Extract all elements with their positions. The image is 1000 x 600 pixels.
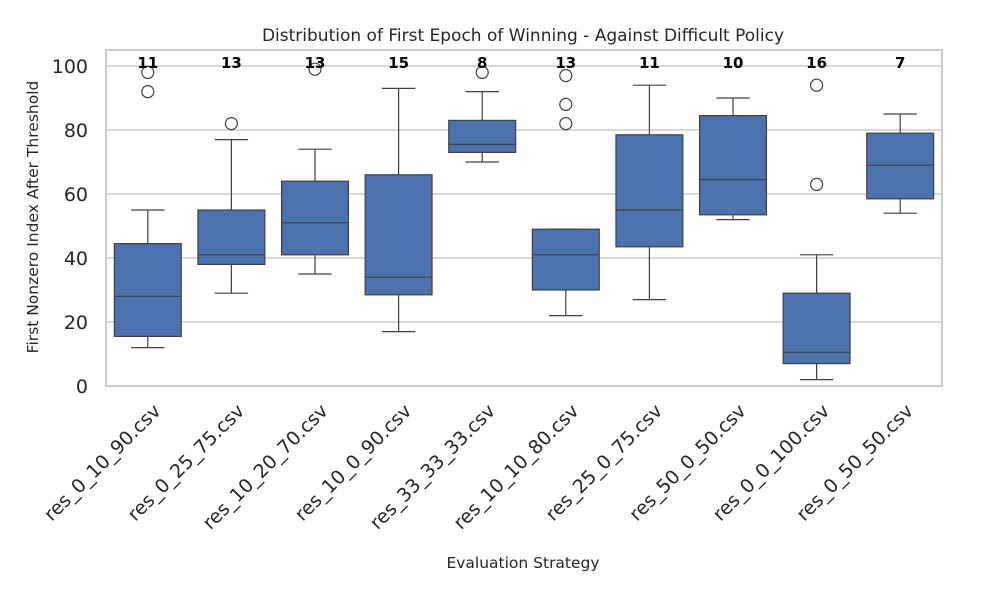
box-body: [615, 134, 684, 248]
box-group: [531, 68, 600, 317]
count-label: 15: [388, 54, 409, 72]
box-body: [280, 180, 350, 256]
box-body: [698, 114, 768, 216]
y-tick-label: 20: [64, 312, 88, 334]
y-tick-label: 60: [64, 184, 88, 206]
count-label: 13: [555, 54, 576, 72]
count-label: 7: [895, 54, 905, 72]
box-group: [280, 62, 350, 275]
box-series: [113, 62, 935, 381]
box-body: [364, 174, 433, 296]
box-group: [197, 116, 266, 294]
count-labels: 11 13 13 15 8 13 11 10 16 7: [137, 54, 905, 72]
x-axis-label: Evaluation Strategy: [446, 554, 599, 572]
count-label: 13: [221, 54, 242, 72]
outlier-point: [475, 65, 489, 80]
y-tick-label: 40: [64, 248, 88, 270]
count-label: 16: [806, 54, 827, 72]
box-body: [113, 243, 182, 338]
y-axis-ticks: 0 20 40 60 80 100: [52, 56, 88, 398]
count-label: 11: [639, 54, 660, 72]
count-label: 13: [305, 54, 326, 72]
outlier-point: [559, 116, 573, 131]
box-group: [698, 97, 768, 221]
count-label: 10: [723, 54, 744, 72]
chart-title: Distribution of First Epoch of Winning -…: [262, 26, 784, 46]
box-group: [113, 65, 182, 349]
box-group: [448, 65, 517, 163]
y-tick-label: 80: [64, 120, 88, 142]
box-group: [615, 84, 684, 301]
outlier-point: [559, 97, 573, 112]
box-body: [197, 209, 266, 266]
count-label: 11: [137, 54, 158, 72]
box-body: [531, 228, 600, 291]
box-group: [866, 113, 935, 214]
plot-frame: [105, 49, 943, 387]
box-body: [448, 119, 517, 154]
y-tick-label: 100: [52, 56, 88, 78]
outlier-point: [809, 78, 824, 92]
outlier-point: [141, 84, 155, 99]
count-label: 8: [477, 54, 487, 72]
outlier-point: [224, 116, 238, 131]
outlier-point: [559, 68, 573, 83]
outlier-point: [809, 177, 824, 191]
box-group: [364, 87, 433, 333]
box-group: [782, 78, 851, 381]
outlier-point: [141, 65, 155, 80]
x-axis-ticks: res_0_10_90.csvres_0_25_75.csvres_10_20_…: [40, 400, 918, 534]
outlier-point: [308, 62, 322, 76]
y-tick-label: 0: [76, 376, 88, 398]
box-body: [782, 292, 851, 365]
box-body: [866, 132, 935, 200]
y-axis-label: First Nonzero Index After Threshold: [24, 81, 42, 354]
